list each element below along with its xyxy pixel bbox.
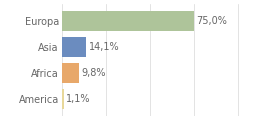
Bar	[62, 37, 87, 57]
Text: 9,8%: 9,8%	[81, 68, 106, 78]
Text: 14,1%: 14,1%	[88, 42, 119, 52]
Bar	[62, 11, 193, 31]
Bar	[62, 89, 64, 109]
Text: 1,1%: 1,1%	[66, 94, 90, 104]
Text: 75,0%: 75,0%	[196, 16, 227, 26]
Bar	[62, 63, 79, 83]
